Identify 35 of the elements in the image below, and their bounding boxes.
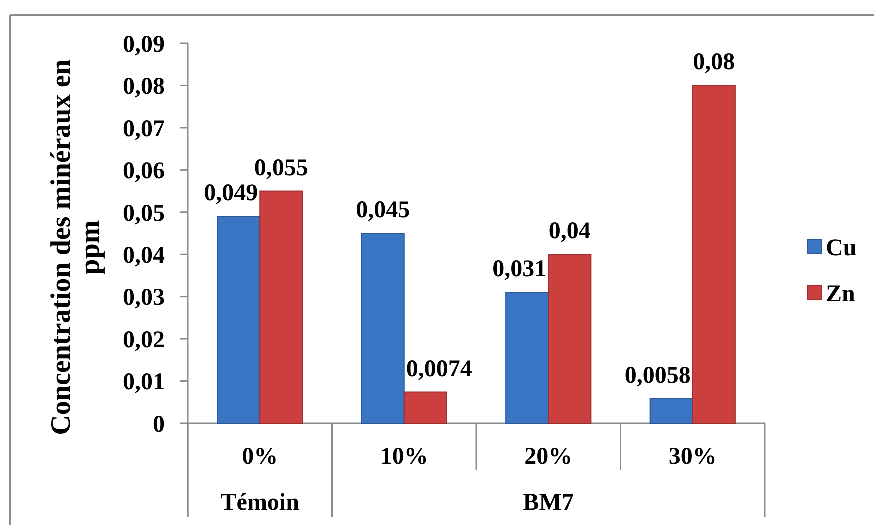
bar — [548, 254, 592, 424]
y-tick-label: 0,06 — [123, 158, 165, 185]
data-label: 0,0058 — [624, 363, 691, 390]
legend-label: Zn — [826, 281, 856, 308]
bar — [650, 398, 694, 424]
y-tick-label: 0,08 — [123, 74, 165, 100]
data-label: 0,08 — [693, 50, 736, 76]
bar — [506, 292, 550, 424]
y-tick-label: 0,01 — [123, 370, 165, 396]
y-axis-title: Concentration des minéraux en ppm — [46, 59, 106, 436]
text: BM7 — [523, 490, 574, 516]
data-label: 0,0074 — [406, 356, 472, 382]
text: Témoin — [220, 490, 300, 516]
bar — [217, 216, 261, 424]
bar — [361, 233, 405, 424]
y-tick-label: 0,09 — [123, 32, 165, 58]
y-tick-label: 0,07 — [123, 116, 165, 142]
bar — [692, 85, 736, 424]
y-tick-label: 0,05 — [123, 200, 165, 227]
data-label: 0,055 — [254, 155, 308, 182]
data-label: 0,04 — [548, 218, 591, 245]
x-tick-label: 30% — [668, 444, 717, 470]
x-tick-label: 0% — [242, 444, 278, 470]
data-label: 0,045 — [356, 198, 410, 224]
data-label: 0,049 — [204, 180, 258, 207]
x-tick-label: 10% — [380, 444, 428, 470]
y-tick-label: 0 — [153, 412, 165, 438]
y-tick-label: 0,04 — [123, 243, 165, 270]
y-tick-label: 0,03 — [123, 285, 165, 312]
y-tick-label: 0,02 — [123, 327, 165, 354]
x-tick-label: 20% — [524, 444, 573, 470]
legend-label: Cu — [826, 235, 857, 262]
bar — [260, 190, 304, 424]
bar — [404, 392, 448, 424]
data-label: 0,031 — [492, 256, 547, 283]
